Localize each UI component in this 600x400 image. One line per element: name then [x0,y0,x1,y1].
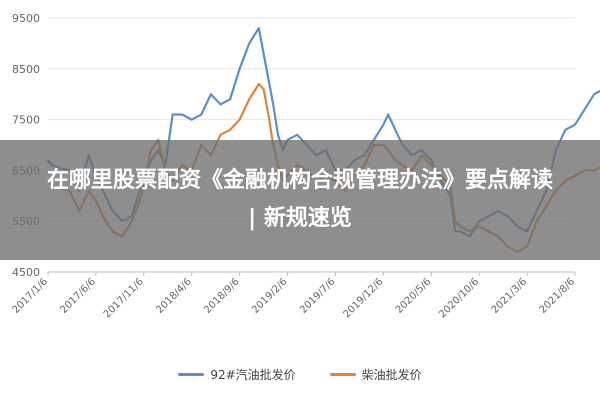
x-tick-label: 2021/8/6 [538,276,578,316]
legend-swatch-gasoline [178,372,205,376]
legend-swatch-diesel [329,372,356,376]
legend-label-gasoline: 92#汽油批发价 [210,367,296,382]
legend-item-diesel: 柴油批发价 [329,366,422,383]
x-tick-label: 2021/3/6 [490,276,530,316]
legend-item-gasoline: 92#汽油批发价 [178,366,296,383]
title-banner: 在哪里股票配资《金融机构合规管理办法》要点解读 | 新规速览 [0,140,600,260]
x-tick-label: 2017/11/6 [102,276,146,320]
banner-subtitle: | 新规速览 [248,206,352,231]
x-tick-label: 2019/2/6 [250,276,290,316]
x-tick-label: 2017/6/6 [58,276,98,316]
x-axis: 2017/1/6 2017/6/6 2017/11/6 2018/4/6 2018/9/… [11,271,578,320]
y-tick-label: 4500 [12,266,40,279]
x-tick-label: 2019/7/6 [298,276,338,316]
y-tick-label: 8500 [12,63,40,76]
chart-legend: 92#汽油批发价 柴油批发价 [0,360,600,388]
banner-title: 在哪里股票配资《金融机构合规管理办法》要点解读 [46,168,553,193]
x-tick-label: 2020/5/6 [394,276,434,316]
x-tick-label: 2018/9/6 [202,276,242,316]
y-tick-label: 9500 [12,12,40,25]
x-tick-label: 2017/1/6 [11,276,51,316]
line-chart: 450055006500750085009500 2017/1/62017/6/… [11,12,600,320]
x-tick-label: 2020/10/6 [437,276,481,320]
x-tick-label: 2019/12/6 [341,276,385,320]
legend-label-diesel: 柴油批发价 [361,367,422,382]
x-tick-label: 2018/4/6 [154,276,194,316]
y-tick-label: 7500 [12,114,40,127]
